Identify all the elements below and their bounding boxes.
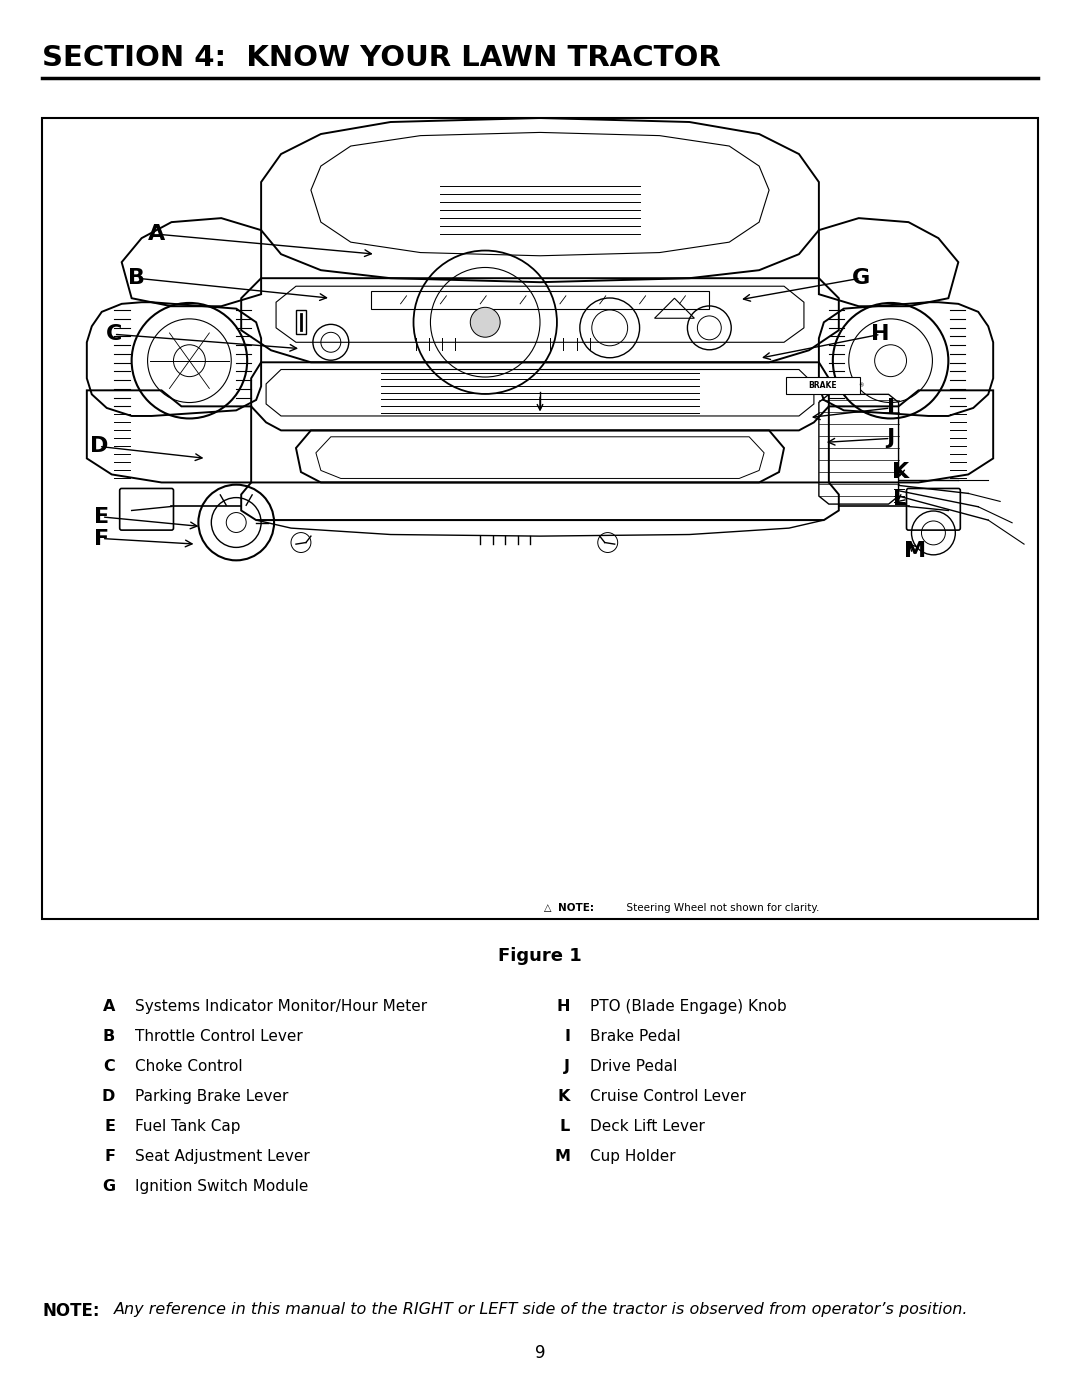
FancyBboxPatch shape (786, 377, 860, 394)
Text: NOTE:: NOTE: (558, 902, 594, 912)
Text: E: E (94, 507, 109, 527)
Text: BRAKE: BRAKE (809, 381, 837, 390)
Text: Fuel Tank Cap: Fuel Tank Cap (135, 1119, 241, 1134)
Text: E: E (104, 1119, 114, 1134)
Text: K: K (892, 462, 909, 482)
Text: 9: 9 (535, 1344, 545, 1362)
Text: I: I (564, 1030, 570, 1044)
Text: I: I (887, 398, 894, 418)
Text: C: C (104, 1059, 114, 1074)
Text: Cup Holder: Cup Holder (590, 1148, 676, 1164)
Text: H: H (556, 999, 570, 1014)
Text: Any reference in this manual to the RIGHT or LEFT side of the tractor is observe: Any reference in this manual to the RIGH… (114, 1302, 969, 1317)
Text: Figure 1: Figure 1 (498, 947, 582, 965)
Text: Choke Control: Choke Control (135, 1059, 243, 1074)
Text: Cruise Control Lever: Cruise Control Lever (590, 1090, 746, 1104)
Text: D: D (90, 436, 108, 457)
Text: F: F (104, 1148, 114, 1164)
Text: PTO (Blade Engage) Knob: PTO (Blade Engage) Knob (590, 999, 786, 1014)
Text: SECTION 4:  KNOW YOUR LAWN TRACTOR: SECTION 4: KNOW YOUR LAWN TRACTOR (42, 43, 720, 73)
Text: ®: ® (859, 383, 864, 388)
Text: J: J (887, 429, 894, 448)
Text: M: M (554, 1148, 570, 1164)
Bar (370, 291, 710, 309)
Text: B: B (129, 268, 145, 288)
Text: NOTE:: NOTE: (42, 1302, 99, 1320)
Text: Brake Pedal: Brake Pedal (590, 1030, 680, 1044)
Text: Deck Lift Lever: Deck Lift Lever (590, 1119, 705, 1134)
Text: M: M (904, 541, 927, 560)
Text: G: G (852, 268, 869, 288)
Text: Parking Brake Lever: Parking Brake Lever (135, 1090, 288, 1104)
Text: D: D (102, 1090, 114, 1104)
Text: △: △ (544, 902, 552, 912)
Text: Seat Adjustment Lever: Seat Adjustment Lever (135, 1148, 310, 1164)
Text: L: L (559, 1119, 570, 1134)
Circle shape (470, 307, 500, 337)
Bar (42, 117, 1038, 919)
Text: J: J (564, 1059, 570, 1074)
Text: K: K (557, 1090, 570, 1104)
Text: A: A (103, 999, 114, 1014)
Text: L: L (893, 489, 907, 510)
Text: H: H (872, 324, 890, 344)
Text: Steering Wheel not shown for clarity.: Steering Wheel not shown for clarity. (620, 902, 819, 912)
Text: Drive Pedal: Drive Pedal (590, 1059, 677, 1074)
Text: B: B (103, 1030, 114, 1044)
Text: C: C (106, 324, 122, 344)
Text: F: F (94, 528, 109, 549)
Text: A: A (148, 224, 165, 244)
Text: Throttle Control Lever: Throttle Control Lever (135, 1030, 302, 1044)
Text: Ignition Switch Module: Ignition Switch Module (135, 1179, 309, 1194)
Text: Systems Indicator Monitor/Hour Meter: Systems Indicator Monitor/Hour Meter (135, 999, 427, 1014)
Text: G: G (102, 1179, 114, 1194)
